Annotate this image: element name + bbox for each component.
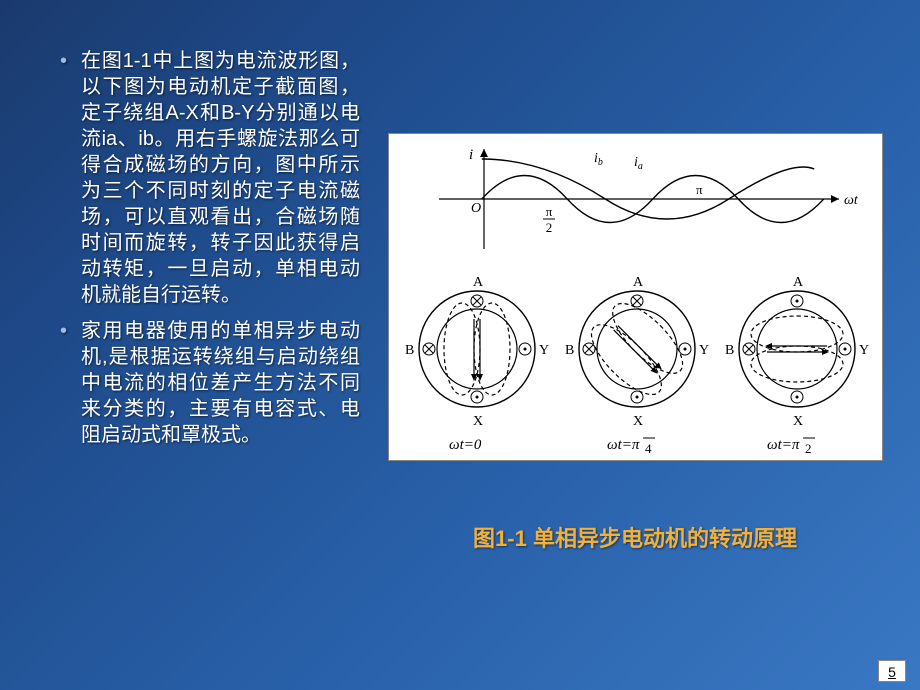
figure-column: i ωt O ib ia π 2 π bbox=[380, 133, 890, 553]
svg-text:X: X bbox=[633, 414, 643, 429]
figure-box: i ωt O ib ia π 2 π bbox=[388, 133, 883, 461]
bullet-marker: • bbox=[60, 318, 67, 448]
svg-text:A: A bbox=[473, 275, 484, 290]
page-number: 5 bbox=[878, 660, 906, 682]
svg-text:A: A bbox=[633, 275, 644, 290]
bullet-text: 在图1-1中上图为电流波形图，以下图为电动机定子截面图，定子绕组A-X和B-Y分… bbox=[81, 48, 360, 308]
svg-text:4: 4 bbox=[645, 441, 652, 456]
motor-diagram: i ωt O ib ia π 2 π bbox=[389, 134, 884, 462]
svg-text:2: 2 bbox=[805, 441, 812, 456]
svg-text:B: B bbox=[565, 343, 574, 358]
svg-text:Y: Y bbox=[859, 343, 869, 358]
motor-1: A B Y X ωt=0 bbox=[405, 275, 549, 453]
svg-text:X: X bbox=[793, 414, 803, 429]
bullet-item: • 在图1-1中上图为电流波形图，以下图为电动机定子截面图，定子绕组A-X和B-… bbox=[60, 48, 360, 308]
bullet-marker: • bbox=[60, 48, 67, 308]
svg-text:B: B bbox=[405, 343, 414, 358]
time-label-2: ωt=π bbox=[607, 437, 640, 453]
y-axis-label: i bbox=[469, 147, 473, 163]
bullet-item: • 家用电器使用的单相异步电动机,是根据运转绕组与启动绕组中电流的相位差产生方法… bbox=[60, 318, 360, 448]
time-label-1: ωt=0 bbox=[449, 437, 482, 453]
motor-2: A B Y X ωt=π 4 bbox=[565, 275, 709, 456]
svg-text:A: A bbox=[793, 275, 804, 290]
bullet-text: 家用电器使用的单相异步电动机,是根据运转绕组与启动绕组中电流的相位差产生方法不同… bbox=[81, 318, 360, 448]
curve-b-label: ib bbox=[594, 151, 603, 168]
pi-tick: π bbox=[696, 182, 703, 197]
svg-text:X: X bbox=[473, 414, 483, 429]
figure-caption: 图1-1 单相异步电动机的转动原理 bbox=[473, 521, 797, 553]
text-column: • 在图1-1中上图为电流波形图，以下图为电动机定子截面图，定子绕组A-X和B-… bbox=[60, 48, 360, 553]
svg-text:Y: Y bbox=[699, 343, 709, 358]
origin-label: O bbox=[471, 201, 481, 216]
curve-a-label: ia bbox=[634, 155, 643, 172]
svg-text:B: B bbox=[725, 343, 734, 358]
motor-3: A B Y X ωt=π 2 bbox=[725, 275, 869, 456]
svg-text:π: π bbox=[545, 204, 552, 219]
svg-text:Y: Y bbox=[539, 343, 549, 358]
svg-text:2: 2 bbox=[545, 220, 552, 235]
time-label-3: ωt=π bbox=[767, 437, 800, 453]
slide-content: • 在图1-1中上图为电流波形图，以下图为电动机定子截面图，定子绕组A-X和B-… bbox=[0, 0, 920, 573]
x-axis-label: ωt bbox=[844, 193, 859, 208]
